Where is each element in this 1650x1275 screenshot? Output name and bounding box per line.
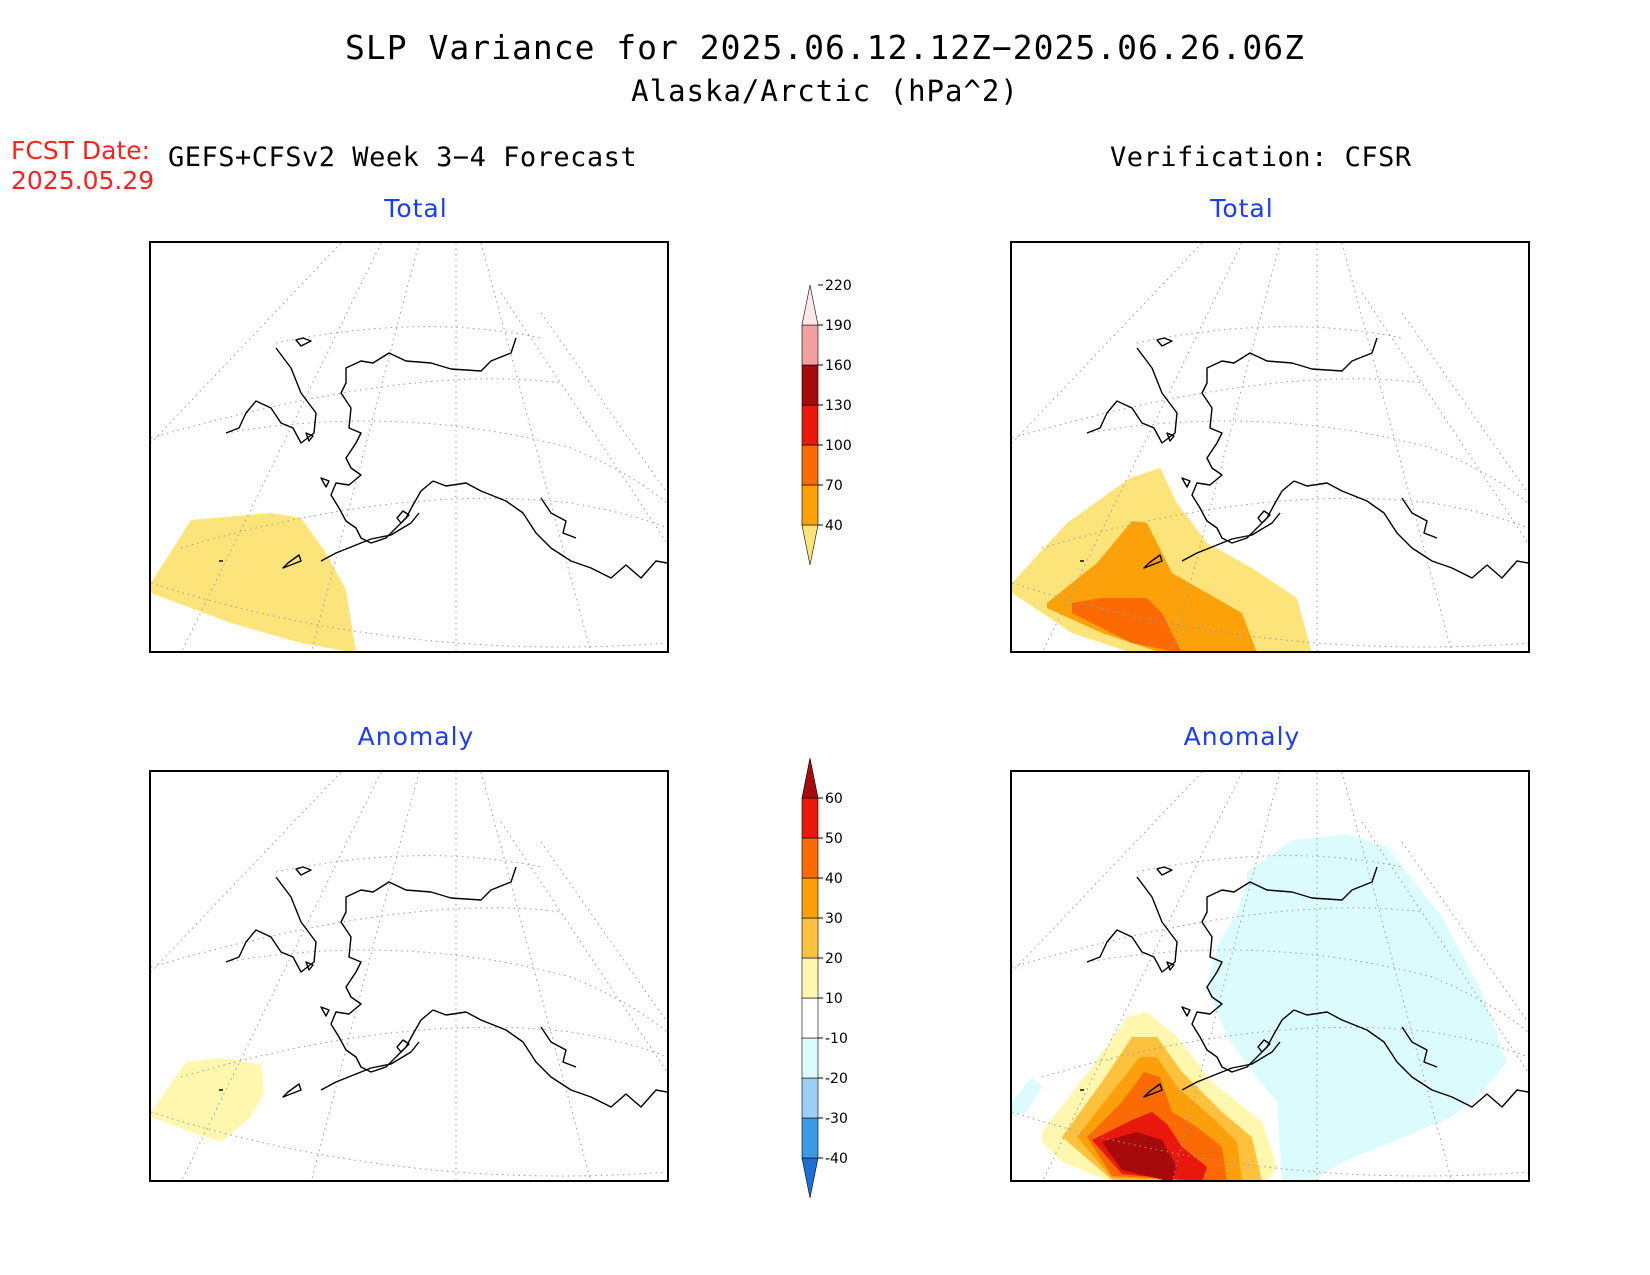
- shade-40-70: [151, 513, 356, 651]
- verification-column-header: Verification: CFSR: [1110, 142, 1412, 173]
- anomaly-colorbar-label-2: -20: [825, 1071, 848, 1087]
- anomaly-colorbar-box-7: [801, 877, 819, 919]
- shade-minus10-minus20-west: [1012, 1077, 1042, 1117]
- forecast-date-block: FCST Date: 2025.05.29: [11, 136, 154, 196]
- shade-minus10-minus20: [1207, 834, 1507, 1180]
- anomaly-colorbar-label-8: 50: [825, 831, 843, 847]
- anomaly-colorbar-box-4: [801, 997, 819, 1039]
- anomaly-colorbar-label-4: 10: [825, 991, 843, 1007]
- anomaly-colorbar-box-3: [801, 1037, 819, 1079]
- anomaly-colorbar-box-6: [801, 917, 819, 959]
- shade-10-20: [151, 1058, 264, 1142]
- total-colorbar-box-0: [801, 524, 819, 566]
- anomaly-colorbar-box-2: [801, 1077, 819, 1119]
- forecast-anomaly-title: Anomaly: [357, 722, 475, 751]
- anomaly-colorbar-box-1: [801, 1117, 819, 1159]
- anomaly-colorbar-label-3: -10: [825, 1031, 848, 1047]
- anomaly-colorbar-label-1: -30: [825, 1111, 848, 1127]
- total-colorbar-box-5: [801, 324, 819, 366]
- forecast-date-label: FCST Date:: [11, 136, 151, 165]
- total-colorbar-box-3: [801, 404, 819, 446]
- total-colorbar-label-5: 190: [825, 318, 852, 334]
- anomaly-colorbar-box-9: [801, 797, 819, 839]
- verification-total-title: Total: [1210, 194, 1274, 223]
- total-colorbar-box-6: [801, 284, 819, 326]
- total-colorbar-box-1: [801, 484, 819, 526]
- forecast-column-header: GEFS+CFSv2 Week 3−4 Forecast: [168, 142, 638, 173]
- total-colorbar-box-2: [801, 444, 819, 486]
- total-colorbar-label-1: 70: [825, 478, 843, 494]
- figure-subtitle: Alaska/Arctic (hPa^2): [631, 74, 1019, 108]
- total-colorbar-label-2: 100: [825, 438, 852, 454]
- total-colorbar-box-4: [801, 364, 819, 406]
- total-colorbar-label-6: 220: [825, 278, 852, 294]
- forecast-total-map: [149, 241, 669, 653]
- total-colorbar-label-0: 40: [825, 518, 843, 534]
- anomaly-colorbar-label-9: 60: [825, 791, 843, 807]
- anomaly-colorbar-box-5: [801, 957, 819, 999]
- anomaly-colorbar: -40 -30 -20 -10 10 20 30 40 50 60: [801, 757, 848, 1199]
- total-colorbar: 40 70 100 130 160 190 220: [801, 278, 852, 566]
- forecast-anomaly-map: [149, 770, 669, 1182]
- anomaly-colorbar-label-6: 30: [825, 911, 843, 927]
- total-colorbar-label-3: 130: [825, 398, 852, 414]
- shade-above-60: [1102, 1132, 1177, 1180]
- forecast-total-title: Total: [384, 194, 448, 223]
- figure-title: SLP Variance for 2025.06.12.12Z−2025.06.…: [345, 28, 1305, 67]
- anomaly-colorbar-box-0: [801, 1157, 819, 1199]
- verification-total-map: [1010, 241, 1530, 653]
- forecast-date-value: 2025.05.29: [11, 166, 155, 195]
- anomaly-colorbar-label-5: 20: [825, 951, 843, 967]
- verification-anomaly-title: Anomaly: [1183, 722, 1301, 751]
- shade-100-130: [1072, 598, 1181, 651]
- anomaly-colorbar-label-7: 40: [825, 871, 843, 887]
- anomaly-colorbar-box-10: [801, 757, 819, 799]
- verification-anomaly-map: [1010, 770, 1530, 1182]
- total-colorbar-label-4: 160: [825, 358, 852, 374]
- anomaly-colorbar-label-0: -40: [825, 1151, 848, 1167]
- anomaly-colorbar-box-8: [801, 837, 819, 879]
